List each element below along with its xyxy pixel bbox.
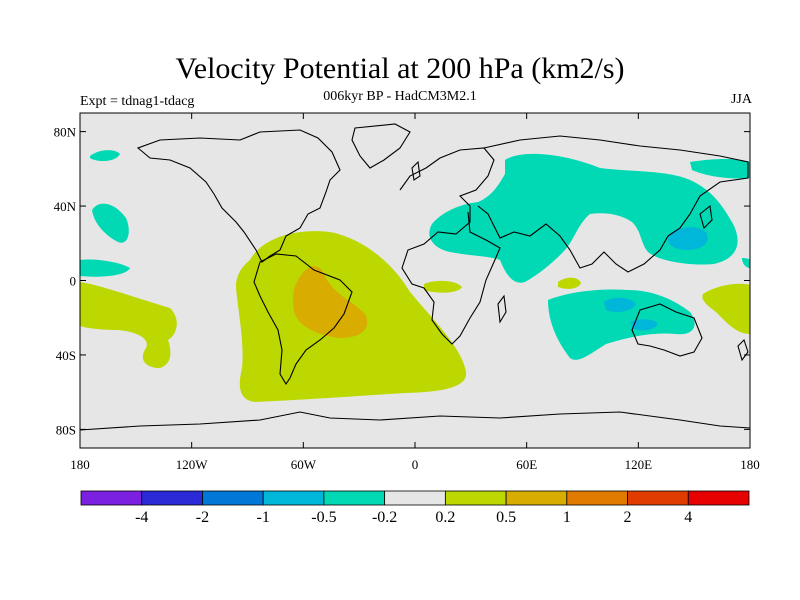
colorbar-label: 2: [624, 509, 632, 526]
colorbar-swatch: [202, 490, 264, 506]
y-tick-label: 40N: [54, 199, 77, 214]
x-tick-label: 60W: [291, 457, 317, 472]
x-tick-label: 180: [740, 457, 760, 472]
asia-coastline: [477, 135, 749, 273]
y-tick-label: 80N: [54, 125, 77, 140]
x-tick-label: 120E: [625, 457, 653, 472]
colorbar-swatch: [323, 490, 386, 506]
europe-africa-coastline: [399, 147, 501, 345]
colorbar-label: -0.5: [311, 509, 336, 526]
y-tick-label: 80S: [56, 422, 76, 437]
colorbar-swatch: [566, 490, 628, 506]
colorbar-label: -4: [135, 509, 148, 526]
madagascar-coastline: [497, 294, 507, 324]
positive-anomaly-small-atlantic: [424, 280, 462, 293]
colorbar-label: 0.5: [496, 509, 516, 526]
positive-anomaly-indian: [558, 277, 581, 289]
colorbar: -4 -2 -1 -0.5 -0.2 0.2 0.5 1 2 4: [80, 490, 750, 526]
new-zealand-coastline: [737, 338, 749, 362]
greenland-coastline: [351, 123, 411, 169]
field-contours: [80, 150, 750, 402]
colorbar-label: 4: [684, 509, 692, 526]
australia-coastline: [631, 303, 703, 357]
y-tick-label: 0: [70, 274, 77, 289]
negative-anomaly-eurasia: [429, 153, 738, 283]
colorbar-label: -0.2: [372, 509, 397, 526]
negative-core-indonesia: [604, 297, 636, 312]
colorbar-swatch: [687, 490, 750, 506]
y-tick-label: 40S: [56, 348, 76, 363]
negative-anomaly-north-pacific: [92, 203, 129, 243]
x-tick-label: 0: [412, 457, 419, 472]
antarctica-coastline: [80, 411, 750, 431]
x-tick-label: 180: [70, 457, 90, 472]
colorbar-swatch: [141, 490, 203, 506]
x-tick-label: 120W: [176, 457, 209, 472]
x-tick-label: 60E: [516, 457, 537, 472]
chart-title: Velocity Potential at 200 hPa (km2/s): [175, 52, 625, 85]
colorbar-swatch: [262, 490, 325, 506]
axis-ticks: 80N 40N 0 40S 80S 180 120W 60W 0 60E 120E 180: [54, 113, 760, 472]
colorbar-swatch: [444, 490, 507, 506]
positive-anomaly-south-pacific: [702, 283, 750, 334]
british-isles-coastline: [411, 160, 421, 181]
colorbar-label: 0.2: [435, 509, 455, 526]
experiment-label: Expt = tdnag1-tdacg: [80, 94, 195, 109]
colorbar-swatch: [80, 490, 143, 506]
colorbar-swatch: [627, 490, 689, 506]
colorbar-swatch: [384, 490, 446, 506]
negative-core-australia: [630, 319, 658, 331]
negative-anomaly-greenland: [90, 150, 120, 162]
colorbar-swatch: [505, 490, 568, 506]
negative-anomaly-maritime: [548, 289, 695, 360]
chart-subtitle: 006kyr BP - HadCM3M2.1: [323, 89, 477, 104]
negative-anomaly-edge: [742, 258, 750, 268]
colorbar-label: -2: [196, 509, 209, 526]
season-label: JJA: [730, 92, 752, 107]
japan-coastline: [699, 204, 713, 230]
positive-anomaly-pacific: [80, 282, 177, 368]
coastlines: [80, 123, 750, 431]
map-background: [80, 113, 750, 448]
colorbar-label: -1: [257, 509, 270, 526]
south-america-coastline: [253, 253, 353, 386]
negative-anomaly-equatorial-pacific: [80, 259, 130, 277]
positive-core-south-america: [293, 266, 368, 338]
negative-core-west-pacific: [667, 227, 708, 250]
colorbar-label: 1: [563, 509, 571, 526]
negative-anomaly-arctic-east: [690, 159, 750, 179]
